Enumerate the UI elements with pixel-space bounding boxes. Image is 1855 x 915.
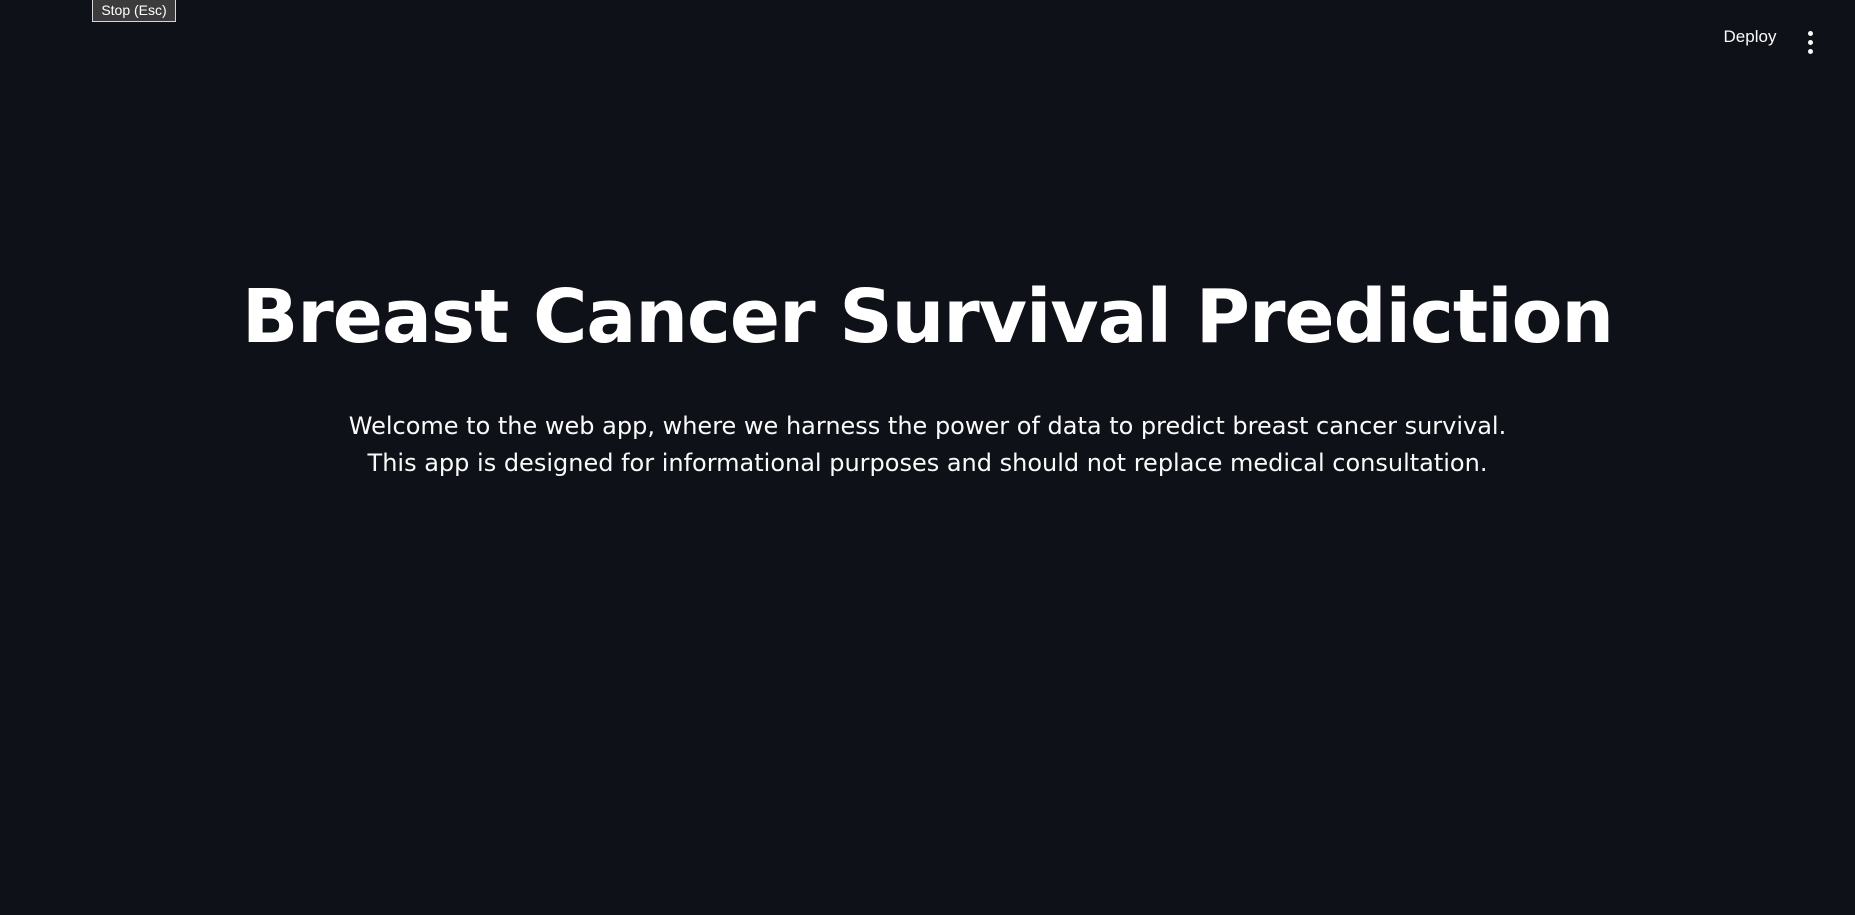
vertical-ellipsis-icon [1807, 40, 1813, 45]
welcome-text: Welcome to the web app, where we harness… [0, 408, 1855, 482]
vertical-ellipsis-icon [1807, 49, 1813, 54]
main-menu-button[interactable] [1796, 20, 1824, 56]
welcome-line: This app is designed for informational p… [367, 449, 1488, 477]
app-header: Deploy [0, 0, 1855, 74]
page-title: Breast Cancer Survival Prediction [241, 274, 1614, 360]
deploy-button[interactable]: Deploy [1710, 22, 1790, 52]
vertical-ellipsis-icon [1807, 31, 1813, 36]
stop-tooltip: Stop (Esc) [92, 0, 176, 22]
welcome-line: Welcome to the web app, where we harness… [348, 412, 1507, 440]
